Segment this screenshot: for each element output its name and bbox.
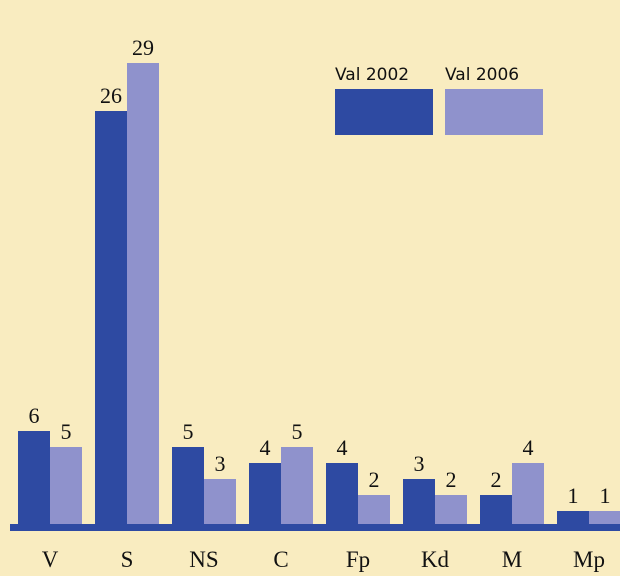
x-tick-label: Kd <box>421 547 450 572</box>
value-label: 4 <box>260 435 271 460</box>
x-tick-label: S <box>121 547 134 572</box>
x-tick-label: NS <box>189 547 218 572</box>
bar <box>281 447 313 527</box>
bar <box>358 495 390 527</box>
bar <box>557 511 589 527</box>
bar <box>480 495 512 527</box>
x-tick-label: Mp <box>573 547 605 572</box>
value-label: 1 <box>600 483 611 508</box>
legend-swatch <box>445 89 543 135</box>
bar <box>95 111 127 527</box>
bar <box>435 495 467 527</box>
bar <box>326 463 358 527</box>
legend-label: Val 2006 <box>445 65 519 85</box>
x-tick-label: V <box>42 547 59 572</box>
value-label: 26 <box>100 83 122 108</box>
legend-swatch <box>335 89 433 135</box>
value-label: 3 <box>215 451 226 476</box>
plot <box>18 63 620 527</box>
bar <box>249 463 281 527</box>
value-label: 1 <box>568 483 579 508</box>
value-label: 2 <box>369 467 380 492</box>
bar <box>589 511 620 527</box>
value-label: 2 <box>446 467 457 492</box>
bar <box>512 463 544 527</box>
legend-label: Val 2002 <box>335 65 409 85</box>
value-label: 4 <box>523 435 534 460</box>
bar <box>403 479 435 527</box>
bar <box>18 431 50 527</box>
x-tick-label: Fp <box>346 547 370 572</box>
baseline <box>10 524 620 531</box>
value-label: 5 <box>183 419 194 444</box>
value-label: 3 <box>414 451 425 476</box>
value-label: 5 <box>61 419 72 444</box>
bar <box>172 447 204 527</box>
value-label: 6 <box>29 403 40 428</box>
x-tick-label: C <box>273 547 288 572</box>
bar <box>50 447 82 527</box>
value-label: 2 <box>491 467 502 492</box>
x-tick-label: M <box>502 547 522 572</box>
bar <box>204 479 236 527</box>
bar <box>127 63 159 527</box>
value-label: 5 <box>292 419 303 444</box>
value-label: 4 <box>337 435 348 460</box>
value-label: 29 <box>132 35 154 60</box>
